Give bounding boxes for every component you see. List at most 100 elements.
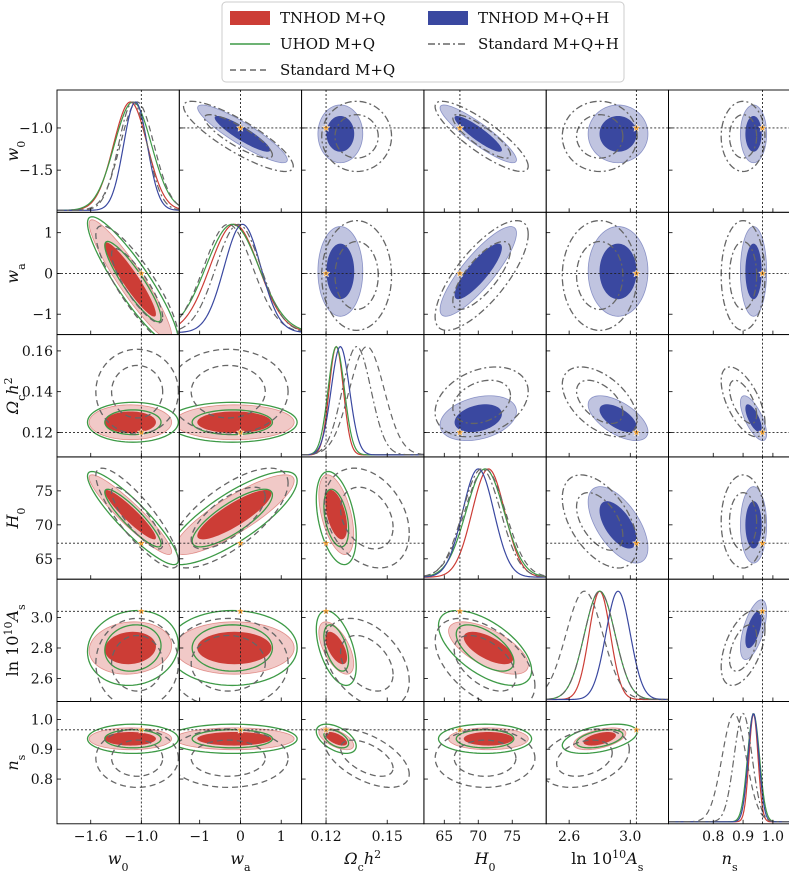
contour68-tnhod-m-q-h: [745, 501, 762, 549]
ytick-label-wa: 0: [44, 266, 53, 282]
panel-omch2-vs-H0: [301, 456, 424, 580]
label-part: 10: [2, 622, 15, 636]
legend: TNHOD M+Q TNHOD M+Q+H UHOD M+Q Standard M+Q…: [221, 1, 625, 83]
contour95-standard-m-q: [95, 617, 180, 702]
panel-ns-vs-w0: [668, 90, 789, 213]
contour95-standard-m-q: [179, 617, 289, 702]
contour95-uhod-m-q: [86, 609, 179, 687]
ytick-label-H0: 70: [35, 518, 53, 534]
xtick-label-H0: 75: [503, 829, 521, 845]
label-part: ln 10: [3, 636, 22, 677]
contour68-standard-m-q-h: [728, 240, 758, 311]
contour95-standard-m-q: [434, 617, 536, 702]
panel-frame: [423, 701, 547, 825]
contour95-uhod-m-q: [561, 723, 638, 755]
marginal-tnhod-m-q-H0: [423, 468, 547, 578]
panel-omch2-vs-w0: [301, 90, 424, 213]
contour68-standard-m-q: [339, 634, 394, 692]
contour68-standard-m-q: [453, 739, 517, 777]
contour95-uhod-m-q: [86, 470, 179, 566]
panel-H0-vs-H0: [423, 456, 547, 580]
ytick-label-lnAs: 2.6: [31, 672, 53, 688]
contour68-standard-m-q-h: [334, 240, 379, 311]
xtick-label-ns: 1.0: [762, 829, 784, 845]
panel-omch2-vs-wa: [301, 212, 424, 335]
panel-frame: [56, 701, 180, 825]
contour95-standard-m-q: [95, 225, 179, 335]
contour68-standard-m-q: [453, 634, 517, 692]
marginal-tnhod-m-q-h-ns: [668, 713, 789, 823]
panel-wa-vs-w0: [179, 90, 302, 213]
legend-swatch-1: [428, 11, 468, 25]
panel-frame: [668, 334, 789, 458]
marginal-tnhod-m-q-lnAs: [546, 590, 669, 701]
label-part: H: [3, 514, 22, 530]
xtick-label-omch2: 0.12: [310, 829, 341, 845]
legend-swatch-0: [230, 11, 270, 25]
contour95-standard-m-q: [95, 348, 180, 435]
marginal-uhod-m-q-lnAs: [546, 590, 669, 701]
ytick-label-omch2: 0.14: [22, 385, 53, 401]
contour95-standard-m-q-h: [561, 219, 638, 332]
marginal-uhod-m-q-w0: [57, 101, 180, 211]
contour68-tnhod-m-q-h: [599, 243, 637, 300]
contour68-uhod-m-q: [104, 488, 162, 548]
panel-omch2-vs-lnAs: [301, 579, 424, 702]
ylabel-omch2: Ωch2: [2, 377, 28, 415]
contour68-standard-m-q: [339, 739, 394, 777]
contour95-standard-m-q: [95, 728, 180, 789]
axis-labels-layer: −1.6 −1.0 −1 0 1 0.12 0.15 65 70 75 2.6 3.0 0.8 0.9 1.…: [2, 121, 785, 873]
contour95-standard-m-q: [323, 617, 410, 702]
contour68-tnhod-m-q: [104, 242, 156, 317]
ytick-label-omch2: 0.16: [22, 344, 53, 360]
contour95-uhod-m-q: [315, 470, 357, 566]
ylabel-ns: ns: [3, 754, 28, 770]
contour95-standard-m-q: [434, 728, 536, 789]
contour68-standard-m-q-h: [728, 491, 758, 551]
contour68-uhod-m-q: [323, 488, 350, 548]
contour68-standard-m-q: [190, 739, 266, 777]
contour68-standard-m-q: [339, 486, 394, 550]
panel-wa-vs-omch2: [179, 334, 302, 457]
contour68-standard-m-q-h: [452, 379, 512, 425]
label-part: 0: [489, 860, 496, 873]
xlabel-omch2: Ωch2: [343, 847, 381, 873]
marginal-standard-m-q-h-ns: [668, 712, 789, 823]
marginal-standard-m-q-h-w0: [57, 101, 180, 211]
contour68-tnhod-m-q: [104, 732, 156, 746]
label-part: s: [638, 860, 644, 873]
label-part: h: [3, 384, 22, 394]
label-part: c: [15, 395, 28, 401]
label-part: w: [230, 849, 244, 868]
label-part: w: [108, 849, 122, 868]
xtick-label-wa: −1: [189, 829, 210, 845]
contour68-tnhod-m-q-h: [214, 115, 271, 152]
panels-layer: [56, 89, 789, 825]
label-part: ln 10: [571, 849, 612, 868]
ytick-label-ns: 0.8: [31, 772, 53, 788]
contour68-standard-m-q: [190, 486, 266, 550]
label-part: s: [15, 604, 28, 610]
panel-omch2-vs-ns: [301, 701, 424, 824]
contour95-uhod-m-q: [86, 723, 179, 755]
contour68-standard-m-q-h: [575, 240, 624, 311]
contour68-tnhod-m-q: [463, 631, 514, 665]
label-part: 0: [15, 508, 28, 515]
contour95-uhod-m-q: [315, 723, 357, 755]
contour68-standard-m-q-h: [728, 114, 758, 159]
contour68-tnhod-m-q: [104, 631, 156, 665]
panel-frame: [56, 89, 180, 213]
contour68-standard-m-q-h: [575, 114, 624, 159]
contour68-tnhod-m-q-h: [745, 611, 762, 649]
panel-ns-vs-lnAs: [668, 579, 789, 702]
ylabel-w0: w0: [3, 141, 28, 162]
contour95-uhod-m-q: [179, 401, 298, 443]
contour68-tnhod-m-q: [463, 732, 514, 746]
label-part: a: [15, 263, 28, 270]
xlabel-H0: H0: [474, 849, 496, 874]
panel-w0-vs-omch2: [57, 334, 180, 457]
fiducial-star: [455, 724, 465, 734]
contour68-uhod-m-q: [323, 624, 350, 672]
panel-frame: [423, 456, 547, 580]
label-part: 2: [374, 847, 381, 860]
